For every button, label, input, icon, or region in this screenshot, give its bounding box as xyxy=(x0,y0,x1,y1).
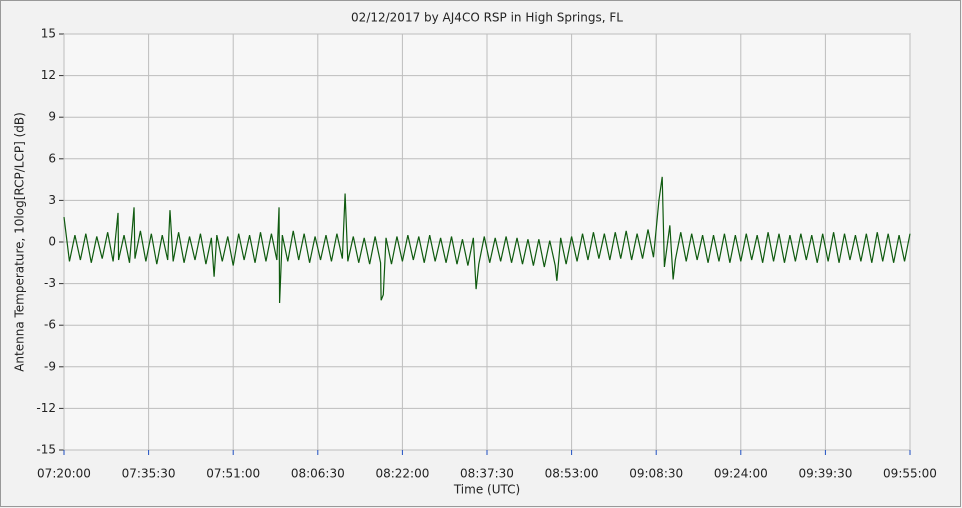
chart-title: 02/12/2017 by AJ4CO RSP in High Springs,… xyxy=(351,11,623,25)
y-tick-label: 6 xyxy=(48,151,56,165)
y-tick-label: 15 xyxy=(41,27,56,41)
y-tick-label: 3 xyxy=(48,193,56,207)
data-line xyxy=(63,176,911,304)
x-tick-label: 09:24:00 xyxy=(714,467,768,481)
x-tick-label: 09:39:30 xyxy=(798,467,852,481)
x-tick-label: 08:37:30 xyxy=(460,467,514,481)
x-axis-label: Time (UTC) xyxy=(453,483,520,497)
x-tick-label: 08:22:00 xyxy=(375,467,429,481)
x-tick-label: 07:51:00 xyxy=(206,467,260,481)
x-tick-label: 07:20:00 xyxy=(37,467,91,481)
y-tick-label: -15 xyxy=(36,443,56,457)
x-tick-label: 09:55:00 xyxy=(883,467,937,481)
y-tick-label: 12 xyxy=(41,68,56,82)
y-tick-label: -6 xyxy=(44,318,56,332)
y-tick-label: 9 xyxy=(48,110,56,124)
y-tick-label: -12 xyxy=(36,401,56,415)
y-tick-label: -9 xyxy=(44,359,56,373)
y-tick-label: -3 xyxy=(44,276,56,290)
x-tick-label: 09:08:30 xyxy=(629,467,683,481)
y-axis-label: Antenna Temperature, 10log[RCP/LCP] (dB) xyxy=(13,112,27,372)
x-tick-label: 07:35:30 xyxy=(122,467,176,481)
x-tick-label: 08:06:30 xyxy=(291,467,345,481)
y-tick-label: 0 xyxy=(48,235,56,249)
x-tick-label: 08:53:00 xyxy=(545,467,599,481)
